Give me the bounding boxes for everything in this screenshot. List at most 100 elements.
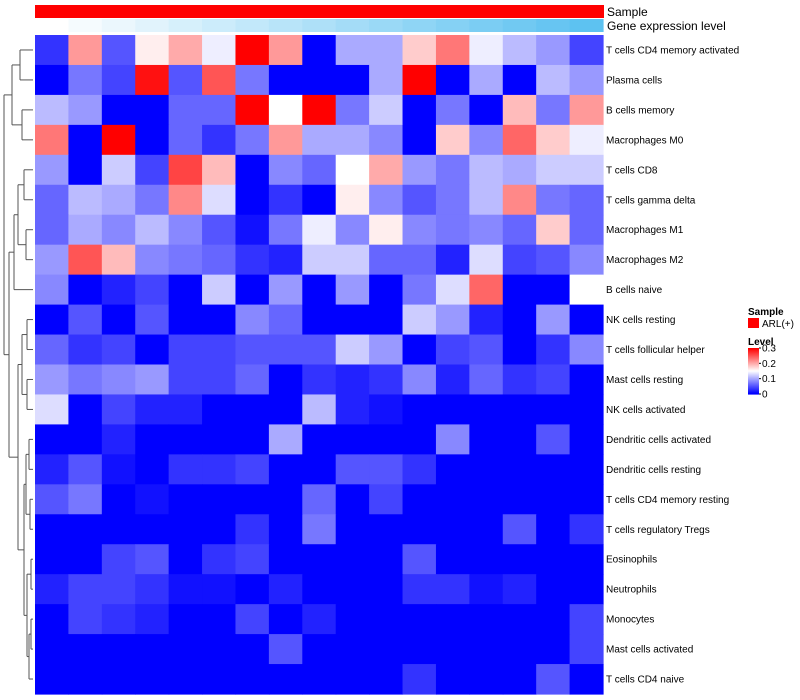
heatmap-cell — [235, 454, 270, 485]
heatmap-cell — [168, 124, 203, 156]
heatmap-cell — [268, 304, 303, 336]
heatmap-cell — [268, 484, 303, 515]
heatmap-cell — [502, 244, 537, 276]
heatmap-cell — [569, 664, 604, 695]
heatmap-cell — [435, 604, 470, 635]
heatmap-cell — [335, 634, 370, 665]
heatmap-cell — [235, 574, 270, 605]
heatmap-cell — [536, 604, 571, 635]
heatmap-cell — [168, 184, 203, 216]
heatmap-cell — [68, 424, 103, 455]
heatmap-cell — [68, 184, 103, 216]
gene-expression-annotation-cell — [335, 19, 370, 32]
legend-gradient-step — [748, 361, 759, 363]
heatmap-cell — [268, 334, 303, 366]
gene-expression-annotation-cell — [202, 19, 237, 32]
heatmap-cell — [168, 604, 203, 635]
heatmap-cell — [435, 64, 470, 96]
row-label: T cells CD4 memory resting — [606, 495, 729, 506]
legend: Sample ARL(+) Level 0.3 0.2 0.1 0 — [748, 307, 794, 401]
heatmap-cell — [502, 124, 537, 156]
heatmap-cell — [202, 244, 237, 276]
heatmap-cell — [302, 664, 337, 695]
heatmap-cell — [268, 35, 303, 66]
heatmap-cell — [168, 304, 203, 336]
heatmap-cell — [302, 35, 337, 66]
heatmap-cell — [302, 64, 337, 96]
heatmap-cell — [435, 424, 470, 455]
heatmap-cell — [536, 334, 571, 366]
legend-gradient-step — [748, 371, 759, 373]
heatmap-cell — [168, 514, 203, 545]
heatmap-cell — [268, 454, 303, 485]
heatmap-cell — [302, 274, 337, 306]
heatmap-cell — [268, 514, 303, 545]
heatmap-cell — [569, 364, 604, 396]
row-label: NK cells resting — [606, 315, 675, 326]
legend-gradient-step — [748, 358, 759, 360]
heatmap-cell — [135, 544, 170, 575]
heatmap-cell — [302, 394, 337, 426]
heatmap-cell — [235, 304, 270, 336]
heatmap-cell — [569, 334, 604, 366]
heatmap-cell — [135, 424, 170, 455]
heatmap-cell — [235, 484, 270, 515]
heatmap-cell — [35, 544, 70, 575]
heatmap-cell — [502, 634, 537, 665]
heatmap-cell — [68, 544, 103, 575]
heatmap-cell — [302, 574, 337, 605]
heatmap-cell — [536, 574, 571, 605]
heatmap-cell — [536, 94, 571, 126]
heatmap-cell — [35, 514, 70, 545]
row-label: Neutrophils — [606, 585, 657, 596]
legend-gradient-step — [748, 386, 759, 388]
heatmap-cell — [369, 154, 404, 186]
heatmap-cell — [101, 214, 136, 246]
heatmap-cell — [202, 634, 237, 665]
heatmap-cell — [68, 94, 103, 126]
heatmap-cell — [101, 364, 136, 396]
heatmap-cell — [35, 484, 70, 515]
heatmap-cell — [35, 35, 70, 66]
heatmap-cell — [268, 604, 303, 635]
heatmap-cell — [235, 214, 270, 246]
heatmap-cell — [469, 424, 504, 455]
heatmap-cell — [135, 124, 170, 156]
heatmap-cell — [435, 634, 470, 665]
heatmap-cell — [469, 334, 504, 366]
legend-sample-swatch — [748, 318, 759, 328]
gene-expression-annotation-cell — [168, 19, 203, 32]
heatmap-cell — [469, 454, 504, 485]
heatmap-cell — [202, 124, 237, 156]
heatmap-cell — [502, 574, 537, 605]
heatmap-cell — [235, 514, 270, 545]
heatmap-cell — [268, 394, 303, 426]
heatmap-cell — [35, 334, 70, 366]
heatmap-cell — [369, 334, 404, 366]
heatmap-cell — [502, 514, 537, 545]
heatmap-cell — [469, 394, 504, 426]
heatmap-cell — [202, 274, 237, 306]
legend-gradient-step — [748, 368, 759, 370]
legend-tick-label: 0.2 — [762, 359, 776, 370]
heatmap-cell — [335, 454, 370, 485]
heatmap-cell — [369, 35, 404, 66]
heatmap-cell — [35, 664, 70, 695]
heatmap-cell — [235, 184, 270, 216]
heatmap-cell — [68, 514, 103, 545]
heatmap-cell — [235, 244, 270, 276]
heatmap-cell — [35, 394, 70, 426]
heatmap-cell — [135, 394, 170, 426]
heatmap-cell — [435, 454, 470, 485]
heatmap-cell — [135, 484, 170, 515]
heatmap-cell — [135, 364, 170, 396]
heatmap-cell — [402, 424, 437, 455]
heatmap-cell — [101, 334, 136, 366]
heatmap-cell — [235, 604, 270, 635]
heatmap-cell — [502, 484, 537, 515]
gene-expression-annotation-cell — [435, 19, 470, 32]
heatmap-cell — [202, 184, 237, 216]
heatmap-cell — [302, 454, 337, 485]
heatmap-cell — [235, 634, 270, 665]
heatmap-cell — [569, 544, 604, 575]
